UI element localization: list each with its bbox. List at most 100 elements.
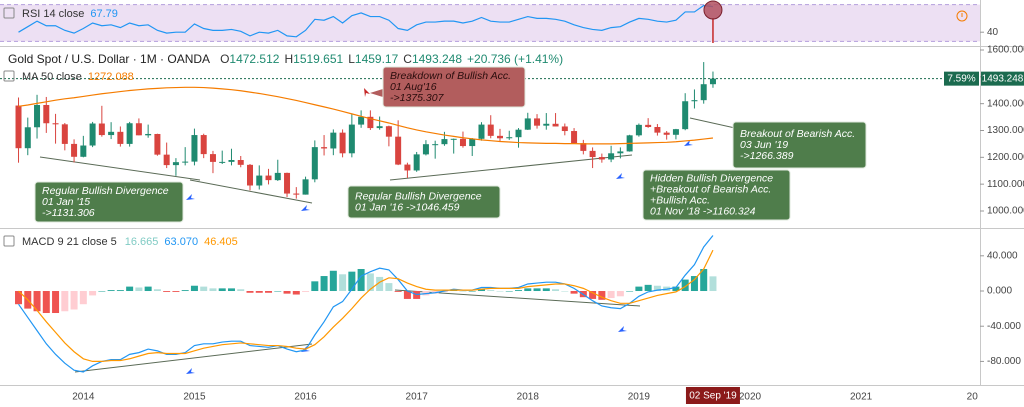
collapse-icon[interactable]: [3, 70, 15, 82]
annotation-box: [642, 169, 791, 221]
histogram-bar: [394, 291, 402, 292]
signal-arrow: [186, 368, 195, 374]
histogram-bar: [681, 279, 689, 292]
last-change-box: [944, 71, 979, 86]
histogram-bar: [292, 291, 300, 295]
candle-body: [311, 147, 318, 180]
histogram-bar: [607, 291, 615, 299]
histogram-bar: [626, 291, 634, 292]
crosshair-marker: [703, 0, 723, 20]
histogram-bar: [274, 291, 282, 292]
y-tick-label: 1400.000: [987, 98, 1024, 109]
macd-pane: [15, 235, 717, 374]
candle-body: [617, 151, 624, 154]
annotation-text: ->1131.306: [42, 207, 95, 219]
histogram-bar: [477, 289, 485, 292]
candle-body: [395, 136, 402, 165]
candle-body: [172, 162, 179, 166]
annotation-box: [382, 66, 526, 108]
candle-body: [182, 161, 189, 163]
trend-line: [189, 179, 313, 204]
histogram-bar: [52, 291, 60, 314]
histogram-bar: [524, 288, 532, 292]
candle-body: [237, 160, 244, 165]
candle-body: [321, 147, 328, 149]
candle-body: [450, 138, 457, 140]
candle-body: [34, 105, 41, 128]
callout-pointer: [370, 89, 383, 97]
histogram-value: 16.665: [125, 236, 159, 248]
candle-body: [506, 137, 513, 139]
candle-body: [284, 172, 291, 194]
candle-body: [89, 123, 96, 146]
candle-body: [478, 124, 485, 139]
candle-body: [469, 138, 476, 147]
candle-body: [608, 153, 615, 160]
candle-body: [348, 124, 355, 154]
crosshair-date-label: 02 Sep '19: [689, 391, 737, 402]
histogram-bar: [246, 291, 254, 293]
histogram-bar: [190, 285, 198, 292]
annotation-box: [347, 185, 501, 219]
histogram-bar: [561, 291, 569, 292]
ohlc-label: O: [220, 52, 229, 66]
annotation-box: [732, 121, 867, 169]
histogram-bar: [357, 269, 365, 292]
candle-body: [163, 154, 170, 166]
alert-icon[interactable]: [956, 10, 968, 22]
histogram-bar: [218, 288, 226, 292]
histogram-bar: [265, 291, 273, 293]
candle-body: [145, 133, 152, 136]
candle-body: [367, 116, 374, 129]
candle-body: [43, 105, 50, 124]
trend-line: [74, 343, 313, 373]
signal-line: [18, 249, 714, 363]
annotation-text: 01 Aug'16: [390, 81, 437, 93]
candle-body: [524, 118, 531, 130]
candle-body: [126, 123, 133, 144]
histogram-bar: [533, 288, 541, 292]
macd-legend: MACD 9 21 close 5 16.665 63.070 46.405: [22, 236, 238, 248]
histogram-bar: [98, 291, 106, 292]
collapse-icon[interactable]: [3, 235, 15, 247]
histogram-bar: [255, 291, 263, 293]
y-tick-label: -80.000: [987, 356, 1021, 367]
candle-body: [80, 145, 87, 157]
annotation-box: [34, 181, 184, 223]
ohlc-value: 1459.17: [355, 52, 399, 66]
rsi-line: [18, 4, 714, 38]
annotation-text: Regular Bullish Divergence: [42, 185, 169, 197]
ohlc-value: 1519.651: [293, 52, 343, 66]
candle-body: [24, 127, 31, 149]
ma-line: [18, 86, 714, 145]
histogram-bar: [329, 270, 337, 292]
collapse-icon[interactable]: [3, 7, 15, 19]
histogram-bar: [487, 290, 495, 292]
y-tick-label: 40.000: [987, 250, 1018, 261]
ma-legend: MA 50 close 1272.088: [22, 71, 134, 83]
histogram-bar: [459, 291, 467, 292]
histogram-bar: [70, 291, 78, 310]
annotation-text: ->1375.307: [390, 92, 445, 104]
candle-body: [330, 132, 337, 149]
x-tick-label: 2018: [517, 392, 540, 403]
trend-line: [389, 154, 633, 181]
candle-body: [71, 143, 78, 157]
last-price-label: 1493.248: [982, 73, 1024, 84]
candle-body: [543, 123, 550, 126]
signal-arrow: [364, 88, 370, 97]
candle-body: [422, 144, 429, 155]
candle-body: [682, 101, 689, 130]
candle-body: [487, 124, 494, 136]
histogram-bar: [635, 286, 643, 292]
histogram-bar: [366, 273, 374, 292]
candle-body: [265, 175, 272, 181]
y-tick-label: 1600.000: [987, 45, 1024, 56]
candle-body: [117, 131, 124, 144]
crosshair-date-box: [685, 387, 740, 404]
histogram-bar: [542, 288, 550, 292]
histogram-bar: [552, 289, 560, 292]
ohlc-label: C: [403, 52, 412, 66]
candle-body: [191, 135, 198, 162]
